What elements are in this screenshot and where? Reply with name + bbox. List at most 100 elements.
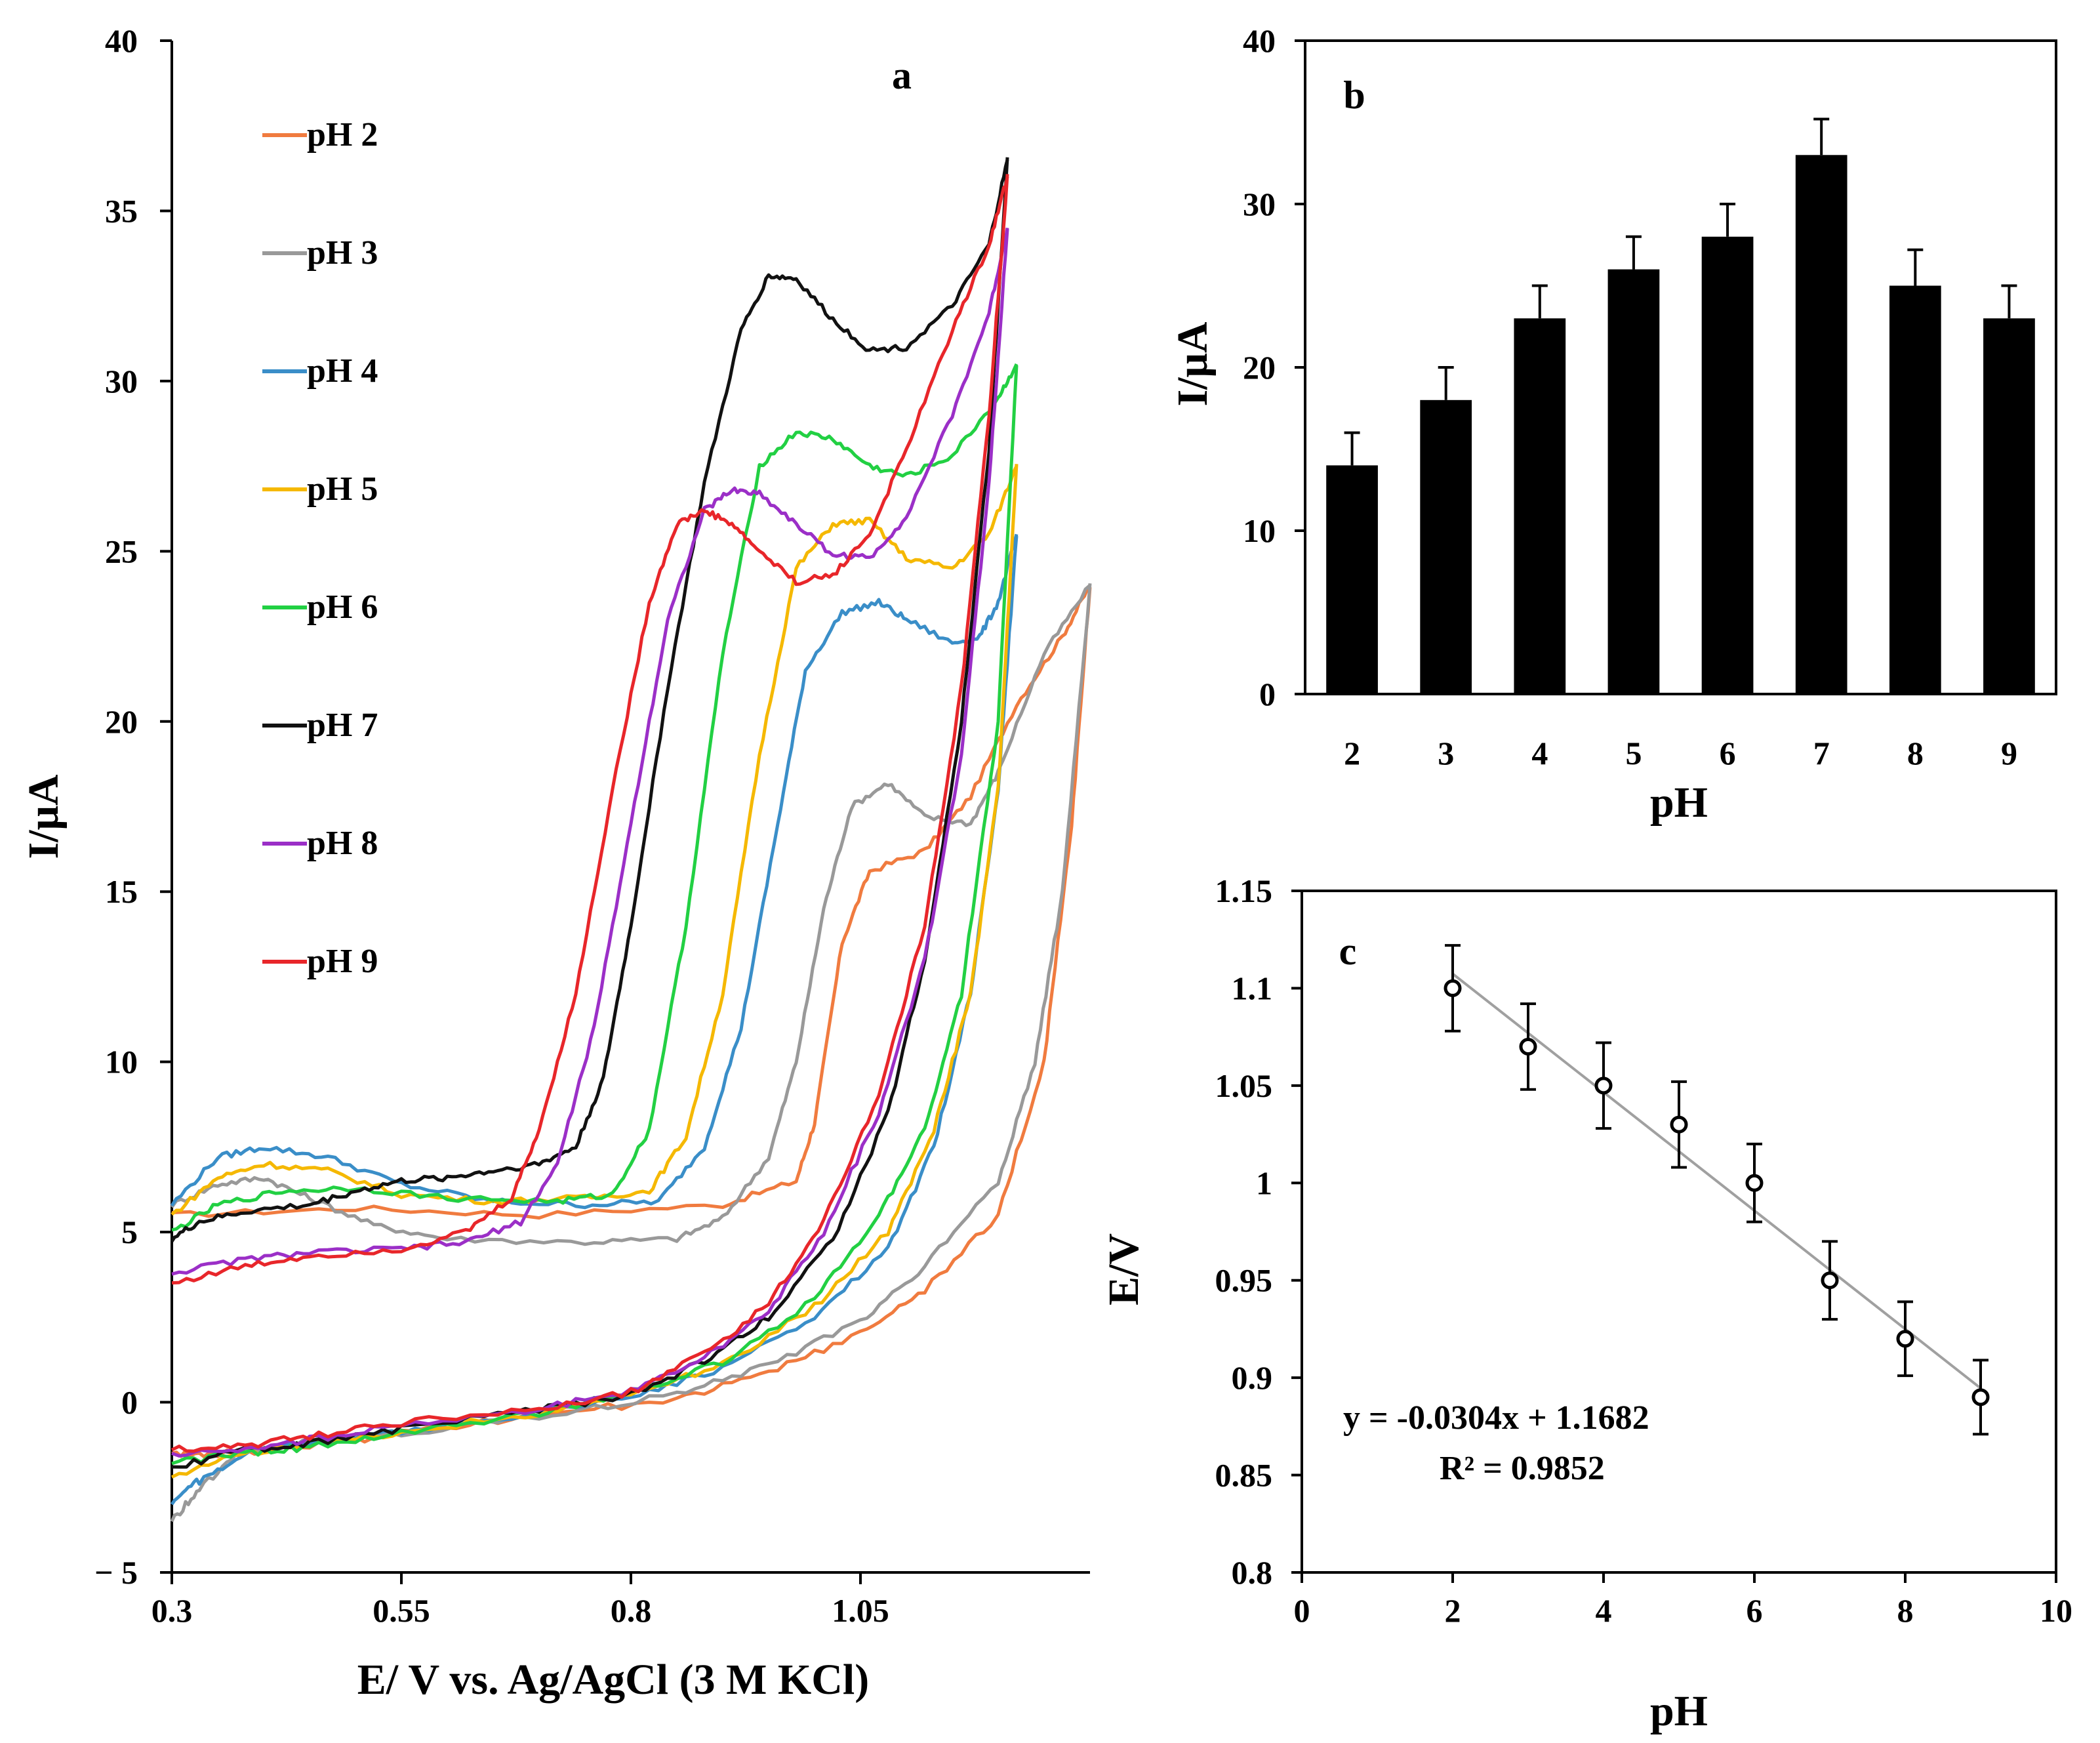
- panel-b-y-tick-label: 20: [1243, 349, 1276, 386]
- panel-c-letter: c: [1339, 930, 1357, 973]
- bar-ph-3: [1420, 400, 1472, 694]
- panel-c-plot-frame: [1301, 890, 2057, 1574]
- bar-ph-6: [1701, 236, 1754, 694]
- panel-b-x-tick-label: 7: [1813, 735, 1830, 771]
- panel-c-x-tick-label: 10: [2040, 1592, 2072, 1629]
- panel-c-fit-equation: y = -0.0304x + 1.1682: [1343, 1399, 1649, 1437]
- panel-a-y-tick-label: 10: [105, 1044, 138, 1080]
- panel-b-y-tick-label: 0: [1259, 676, 1276, 712]
- panel-c-chart: 0.8 0.85 0.9 0.95 1 1.05 1.1 1.15 0 2 4 6 8 10 c pH E…: [1100, 872, 2072, 1735]
- panel-c-x-tick-label: 2: [1445, 1592, 1461, 1629]
- panel-c-y-tick-label: 1.1: [1232, 970, 1273, 1006]
- legend-label-ph-3: pH 3: [307, 234, 378, 272]
- legend-label-ph-4: pH 4: [307, 352, 378, 390]
- point-ph-5: [1670, 1115, 1688, 1134]
- panel-a-y-tick-label: 20: [105, 703, 138, 740]
- panel-c-y-tick-label: 1: [1256, 1164, 1272, 1201]
- curve-ph-8-reverse: [171, 228, 1009, 1458]
- panel-a-x-tick-label: 1.05: [832, 1592, 889, 1629]
- legend-label-ph-5: pH 5: [307, 470, 378, 508]
- panel-c-x-axis-title: pH: [1650, 1687, 1708, 1735]
- point-ph-8: [1896, 1330, 1914, 1348]
- panel-c-x-tick-label: 8: [1897, 1592, 1914, 1629]
- panel-b-y-tick-label: 40: [1243, 22, 1276, 59]
- panel-a-y-axis-title: I/μA: [20, 774, 68, 859]
- legend-label-ph-2: pH 2: [307, 116, 378, 154]
- panel-b-bars: [1326, 117, 2035, 695]
- panel-c-points: [1444, 944, 1990, 1436]
- panel-a-y-tick-label: 15: [105, 873, 138, 910]
- curve-ph-9-reverse: [171, 174, 1009, 1453]
- curve-ph-7-forward: [170, 159, 1009, 1242]
- panel-b-x-tick-label: 4: [1531, 735, 1548, 771]
- legend-label-ph-8: pH 8: [307, 825, 378, 862]
- panel-c-y-tick-label: 0.9: [1232, 1359, 1273, 1396]
- curve-ph-2-forward: [171, 584, 1092, 1220]
- panel-c-fit-line: [1451, 972, 1982, 1389]
- panel-c-axes: 0.8 0.85 0.9 0.95 1 1.05 1.1 1.15 0 2 4 6 8 10: [1215, 872, 2073, 1629]
- bar-ph-9: [1983, 318, 2035, 694]
- curve-ph-6-reverse: [171, 365, 1019, 1466]
- panel-c-x-tick-label: 4: [1596, 1592, 1612, 1629]
- point-ph-2: [1444, 979, 1462, 997]
- point-ph-7: [1821, 1271, 1839, 1290]
- panel-a-x-tick-label: 0.3: [151, 1592, 193, 1629]
- panel-c-y-axis-title: E/V: [1100, 1233, 1148, 1305]
- panel-c-x-tick-label: 0: [1294, 1592, 1310, 1629]
- curve-ph-3-reverse: [170, 583, 1092, 1523]
- panel-a-y-tick-label: − 5: [94, 1554, 138, 1591]
- panel-a-y-tick-label: 0: [121, 1384, 138, 1421]
- panel-a-y-tick-label: 35: [105, 192, 138, 229]
- legend-label-ph-6: pH 6: [307, 588, 378, 626]
- panel-b-y-tick-label: 30: [1243, 186, 1276, 222]
- panel-c-x-tick-label: 6: [1747, 1592, 1763, 1629]
- point-ph-9: [1971, 1388, 1990, 1406]
- bar-ph-5: [1607, 269, 1660, 695]
- panel-a-y-tick-label: 30: [105, 363, 138, 400]
- panel-a-letter: a: [892, 54, 912, 97]
- panel-b-x-tick-label: 9: [2001, 735, 2017, 771]
- legend-label-ph-7: pH 7: [307, 707, 378, 744]
- panel-b-x-tick-label: 2: [1344, 735, 1360, 771]
- curve-ph-4-forward: [170, 533, 1019, 1210]
- panel-b-x-tick-label: 6: [1720, 735, 1736, 771]
- panel-c-y-tick-label: 0.95: [1215, 1262, 1273, 1299]
- panel-b-x-tick-label: 3: [1438, 735, 1454, 771]
- curve-ph-3-forward: [170, 584, 1091, 1246]
- point-ph-4: [1594, 1077, 1613, 1095]
- panel-a-axes: − 5 0 5 10 15 20 25 30 35 40 0.3 0.55 0.8 1.05: [94, 22, 1090, 1629]
- panel-b-axes: 0 10 20 30 40 2 3 4 5 6 7 8 9: [1243, 22, 2057, 771]
- panel-a-y-tick-label: 25: [105, 533, 138, 569]
- panel-b-letter: b: [1343, 73, 1365, 117]
- bar-ph-8: [1889, 285, 1941, 694]
- panel-b-chart: 0 10 20 30 40 2 3 4 5 6 7 8 9 b pH I/μA: [1169, 22, 2057, 827]
- curve-ph-7-reverse: [171, 157, 1009, 1469]
- panel-c-y-tick-label: 1.15: [1215, 872, 1273, 909]
- panel-c-y-tick-label: 1.05: [1215, 1067, 1273, 1104]
- panel-b-x-axis-title: pH: [1650, 779, 1708, 827]
- point-ph-3: [1519, 1037, 1537, 1056]
- bar-ph-2: [1326, 465, 1378, 694]
- legend-label-ph-9: pH 9: [307, 943, 378, 980]
- panel-a-x-axis-title: E/ V vs. Ag/AgCl (3 M KCl): [357, 1656, 869, 1704]
- curve-ph-5-forward: [171, 465, 1019, 1216]
- bar-ph-4: [1514, 318, 1566, 694]
- panel-b-y-tick-label: 10: [1243, 512, 1276, 549]
- panel-a-curves: [170, 157, 1092, 1523]
- panel-a-x-tick-label: 0.8: [611, 1592, 652, 1629]
- panel-c-y-tick-label: 0.8: [1232, 1554, 1273, 1591]
- panel-a-x-tick-label: 0.55: [373, 1592, 430, 1629]
- panel-a-y-tick-label: 5: [121, 1214, 138, 1250]
- panel-a-y-tick-label: 40: [105, 22, 138, 59]
- panel-c-y-tick-label: 0.85: [1215, 1457, 1273, 1494]
- panel-a-legend: pH 2 pH 3 pH 4 pH 5 pH 6 pH 7 pH 8 pH 9: [262, 116, 378, 980]
- bar-ph-7: [1795, 155, 1848, 695]
- panel-b-y-axis-title: I/μA: [1169, 321, 1217, 406]
- panel-b-x-tick-label: 5: [1625, 735, 1642, 771]
- point-ph-6: [1745, 1174, 1764, 1192]
- curve-ph-6-forward: [171, 363, 1019, 1232]
- curve-ph-9-forward: [171, 176, 1009, 1285]
- panel-c-r-squared: R² = 0.9852: [1440, 1450, 1605, 1487]
